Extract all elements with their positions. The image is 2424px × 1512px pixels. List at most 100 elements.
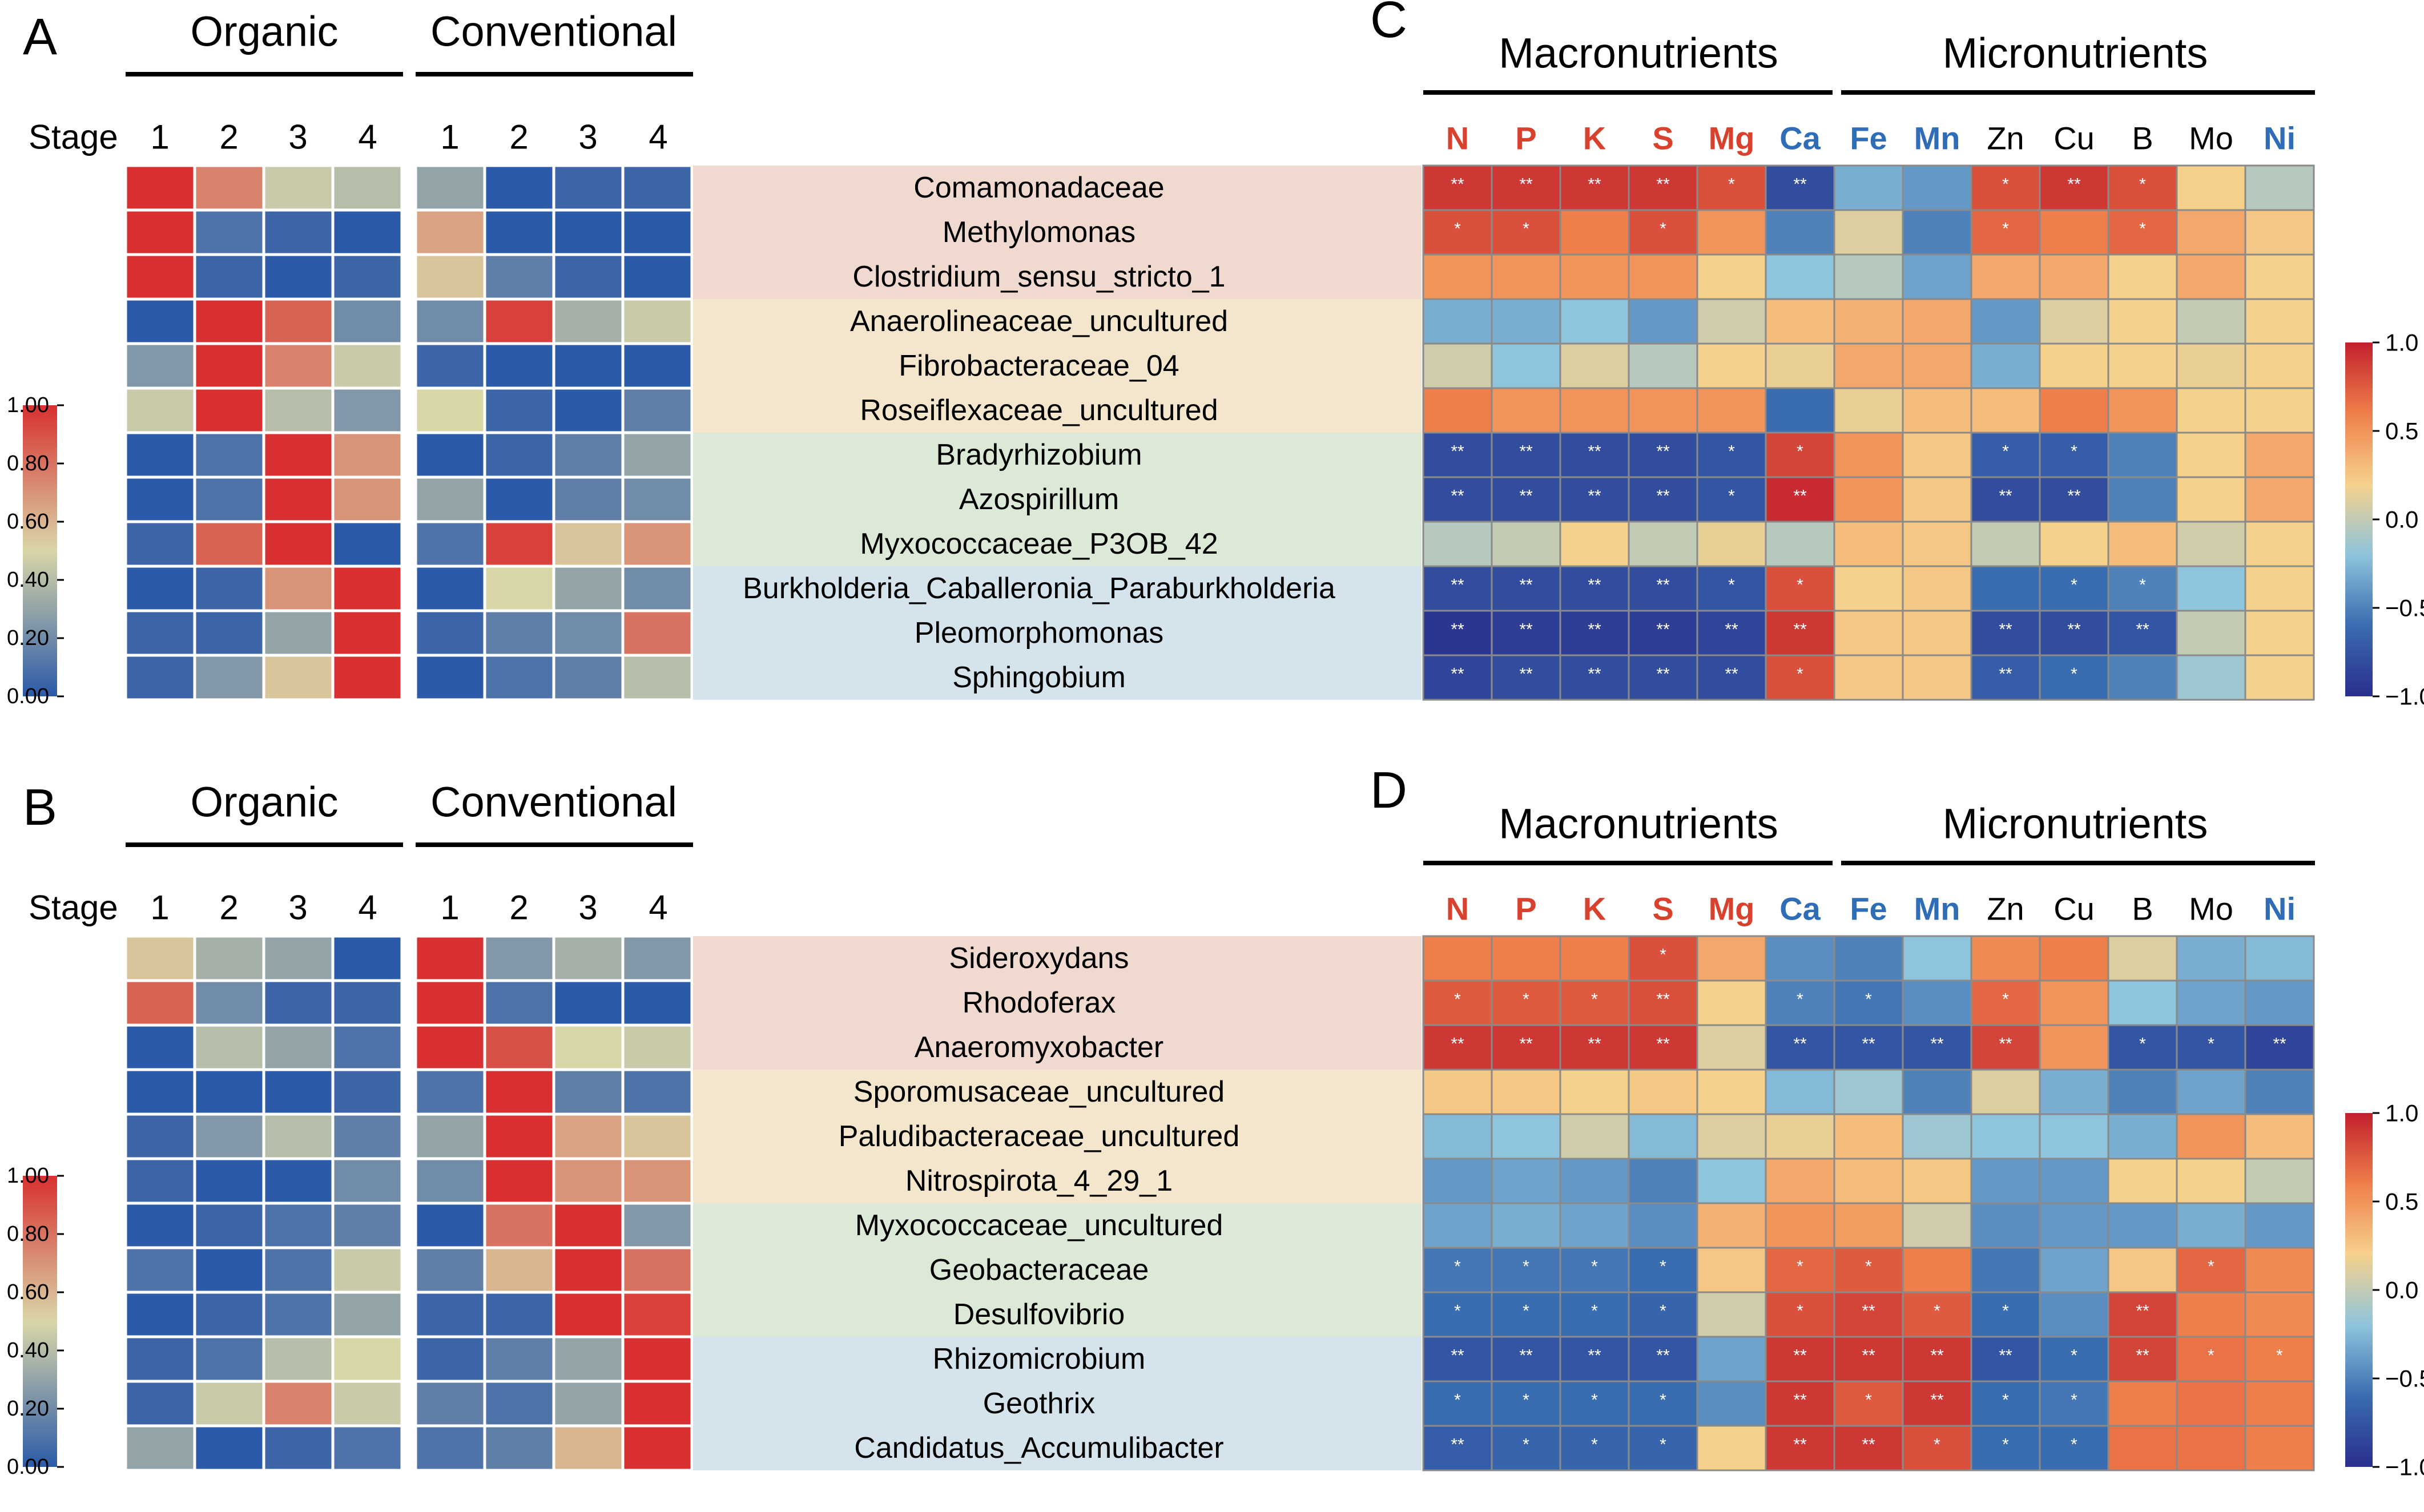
panel-d-cell <box>1628 1291 1698 1338</box>
panel-b-legend-bar <box>23 1176 57 1467</box>
panel-b-cell <box>552 1246 625 1294</box>
panel-d-significance-mark: * <box>1591 1391 1598 1410</box>
panel-d-col-fe: Fe <box>1850 891 1887 927</box>
panel-b-cell <box>621 1112 694 1160</box>
panel-d-significance-mark: * <box>1865 1257 1872 1276</box>
panel-c-cell <box>1559 610 1630 656</box>
panel-d-cell <box>2107 1425 2178 1471</box>
panel-c-cell <box>1491 610 1561 656</box>
panel-c-cell <box>1491 521 1561 567</box>
panel-d-significance-mark: ** <box>1999 1035 2012 1054</box>
panel-c-significance-mark: * <box>2139 220 2146 239</box>
panel-d-cell <box>1765 1158 1835 1204</box>
panel-c-cell <box>1628 610 1698 656</box>
panel-b-cell <box>193 1157 265 1205</box>
panel-c-cell <box>1902 432 1972 478</box>
panel-a-cell <box>483 164 555 212</box>
panel-a-cell <box>414 475 486 523</box>
panel-c-cell <box>1422 654 1493 701</box>
panel-c-significance-mark: * <box>1728 442 1735 461</box>
panel-a-legend-bar <box>23 405 57 696</box>
panel-c-cell <box>1559 387 1630 434</box>
panel-d-cell <box>1559 1425 1630 1471</box>
panel-c-cell <box>1491 164 1561 211</box>
panel-c-cell <box>1765 432 1835 478</box>
panel-b-cell <box>193 1380 265 1428</box>
panel-c-cell <box>2107 298 2178 345</box>
panel-c-significance-mark: ** <box>1451 442 1464 461</box>
panel-d-cell <box>1765 1380 1835 1427</box>
panel-c-cell <box>1696 610 1767 656</box>
panel-d-cell <box>1902 935 1972 982</box>
panel-c-significance-mark: ** <box>1999 487 2012 506</box>
panel-b-cell <box>193 1424 265 1472</box>
panel-c-significance-mark: * <box>1523 220 1529 239</box>
panel-a-cell <box>262 164 335 212</box>
panel-a-taxon-band <box>693 566 1422 611</box>
panel-c-col-p: P <box>1515 120 1536 156</box>
panel-c-cell <box>1833 654 1904 701</box>
panel-b-stage-label: Stage <box>29 889 118 927</box>
panel-c-letter: C <box>1370 0 1407 49</box>
panel-b-cell <box>414 1424 486 1472</box>
panel-c-col-fe: Fe <box>1850 120 1887 156</box>
panel-b-cell <box>124 979 196 1027</box>
panel-b-taxon-band <box>693 1337 1422 1381</box>
panel-a-cell <box>262 342 335 390</box>
panel-d-significance-mark: * <box>2208 1257 2214 1276</box>
panel-b-taxon-band <box>693 1426 1422 1470</box>
panel-d-cell <box>1902 1336 1972 1382</box>
panel-d-cell <box>2244 1336 2315 1382</box>
panel-c-cell <box>2176 521 2246 567</box>
panel-d-cell <box>2244 935 2315 982</box>
panel-c-cell <box>1559 521 1630 567</box>
panel-d-cell <box>1970 935 2041 982</box>
panel-b-cell <box>331 1068 404 1116</box>
panel-b-stage-1-organic: 1 <box>150 889 169 927</box>
panel-b-stage-3-organic: 3 <box>288 889 307 927</box>
panel-d-cell <box>1833 1158 1904 1204</box>
panel-c-significance-mark: ** <box>1588 175 1601 194</box>
panel-c-cell <box>1833 342 1904 389</box>
panel-b-cell <box>124 934 196 982</box>
panel-c-col-n: N <box>1446 120 1469 156</box>
panel-d-significance-mark: * <box>1797 990 1803 1009</box>
panel-b-cell <box>414 934 486 982</box>
panel-b-cell <box>621 1157 694 1205</box>
panel-c-col-b: B <box>2132 120 2153 156</box>
panel-c-legend-bar <box>2345 342 2373 696</box>
panel-d-cell <box>2039 1158 2109 1204</box>
panel-b-cell <box>552 979 625 1027</box>
panel-b-taxon-label: Myxococcaceae_uncultured <box>855 1209 1223 1242</box>
panel-a-stage-1-conventional: 1 <box>440 118 459 156</box>
panel-d-cell <box>2107 1158 2178 1204</box>
panel-c-cell <box>1833 164 1904 211</box>
panel-c-cell <box>2244 253 2315 300</box>
panel-a-cell <box>331 208 404 256</box>
panel-a-cell <box>262 654 335 701</box>
panel-b-taxon-band <box>693 1070 1422 1114</box>
panel-a-stage-4-organic: 4 <box>358 118 377 156</box>
panel-c-significance-mark: ** <box>1519 620 1533 639</box>
panel-b-cell <box>262 934 335 982</box>
panel-c-cell <box>1559 298 1630 345</box>
panel-b-cell <box>414 1201 486 1249</box>
panel-b-cell <box>483 1380 555 1428</box>
panel-d-cell <box>2107 1202 2178 1249</box>
panel-d-cell <box>1765 1113 1835 1160</box>
panel-c-cell <box>1696 387 1767 434</box>
panel-c-cell <box>1902 298 1972 345</box>
panel-d-significance-mark: * <box>2208 1035 2214 1054</box>
panel-c-cell <box>1902 521 1972 567</box>
panel-c-cell <box>1833 387 1904 434</box>
panel-d-cell <box>1696 1336 1767 1382</box>
panel-d-cell <box>1833 1380 1904 1427</box>
panel-a-cell <box>124 208 196 256</box>
panel-c-significance-mark: ** <box>1519 576 1533 595</box>
panel-b-cell <box>331 1157 404 1205</box>
panel-d-cell <box>1422 1113 1493 1160</box>
panel-d-cell <box>1970 979 2041 1026</box>
panel-c-cell <box>2107 521 2178 567</box>
panel-c-cell <box>2039 387 2109 434</box>
panel-a-taxon-label: Pleomorphomonas <box>915 616 1163 650</box>
